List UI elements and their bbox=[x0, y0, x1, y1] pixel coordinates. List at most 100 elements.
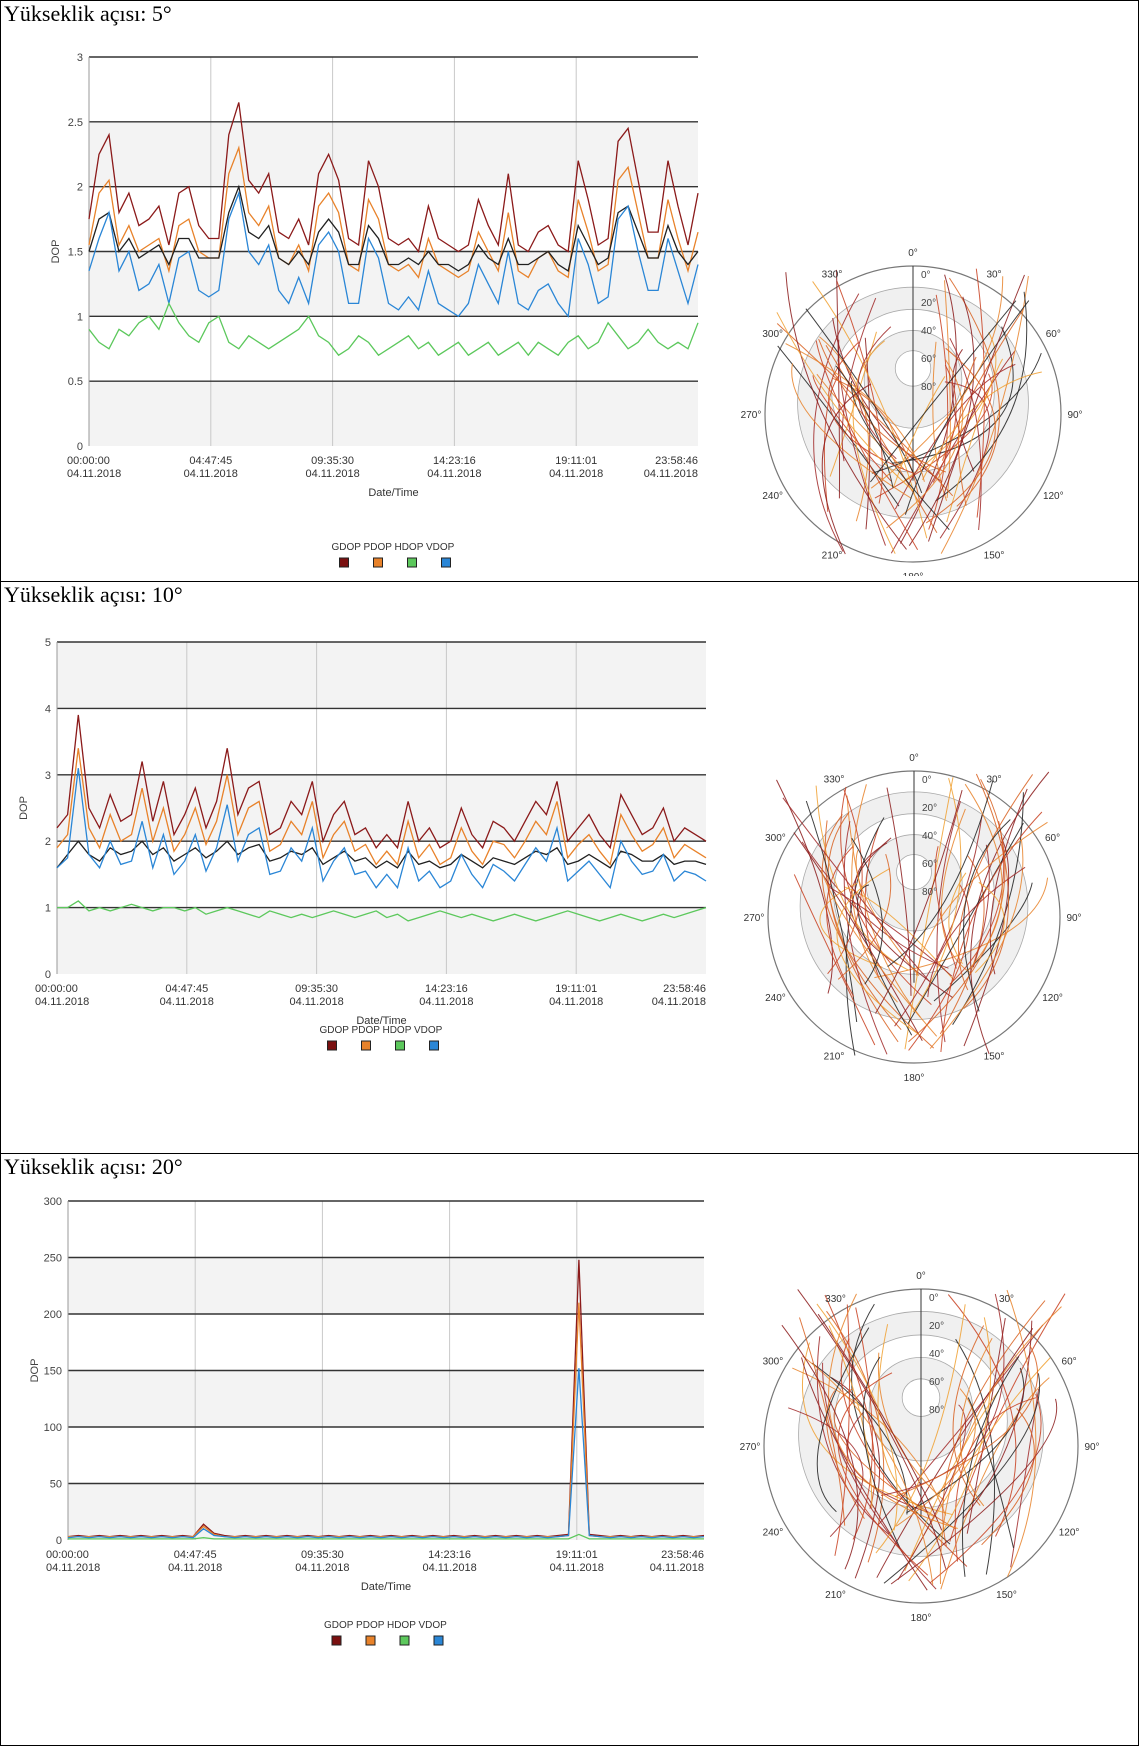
satellite-track bbox=[940, 811, 1043, 1053]
satellite-track bbox=[828, 342, 915, 475]
x-tick-date: 04.11.2018 bbox=[549, 996, 603, 1008]
satellite-track bbox=[836, 280, 883, 504]
satellite-track bbox=[776, 323, 954, 497]
satellite-track bbox=[933, 882, 1033, 1002]
y-tick-label: 200 bbox=[44, 1309, 62, 1321]
satellite-track bbox=[904, 777, 954, 1050]
satellite-track bbox=[908, 1317, 992, 1582]
panel-svg: 012345DOP00:00:0004.11.201804:47:4504.11… bbox=[18, 637, 1082, 1084]
x-tick-date: 04.11.2018 bbox=[650, 1562, 704, 1574]
satellite-track bbox=[1006, 1289, 1037, 1577]
satellite-track bbox=[949, 1293, 1066, 1542]
elevation-label: 80° bbox=[929, 1405, 944, 1416]
satellite-track bbox=[939, 1306, 1062, 1585]
legend-title: GDOP PDOP HDOP VDOP bbox=[320, 1025, 443, 1036]
elevation-label: 40° bbox=[922, 831, 937, 842]
y-tick-label: 100 bbox=[44, 1422, 62, 1434]
x-axis-label: Date/Time bbox=[368, 487, 418, 499]
satellite-track bbox=[883, 1373, 1041, 1584]
satellite-track bbox=[834, 1304, 850, 1556]
y-tick-label: 3 bbox=[77, 52, 83, 64]
satellite-track bbox=[826, 846, 855, 997]
azimuth-label: 270° bbox=[740, 1442, 761, 1453]
series-line-black bbox=[56, 840, 707, 869]
satellite-track bbox=[812, 375, 892, 482]
y-tick-label: 4 bbox=[45, 703, 51, 715]
satellite-track bbox=[887, 779, 994, 968]
satellite-track bbox=[870, 276, 1004, 489]
satellite-track bbox=[967, 1397, 1014, 1549]
legend-swatch-pdop bbox=[361, 1040, 371, 1051]
satellite-track bbox=[957, 356, 977, 506]
series-line-pdop bbox=[56, 748, 707, 866]
satellite-track bbox=[840, 1338, 968, 1567]
satellite-track bbox=[843, 821, 888, 1055]
azimuth-label: 180° bbox=[903, 572, 924, 576]
x-tick-time: 19:11:01 bbox=[555, 455, 597, 467]
x-tick-time: 04:47:45 bbox=[174, 1549, 217, 1561]
azimuth-label: 30° bbox=[999, 1294, 1014, 1305]
satellite-track bbox=[849, 837, 898, 965]
skyplot: 0° 20° 40° 60° 80° 0° 30° 60° 90° 120° 150° 180° 210… bbox=[744, 753, 1082, 1084]
satellite-track bbox=[815, 340, 919, 550]
azimuth-label: 240° bbox=[762, 491, 783, 502]
legend-swatch-hdop bbox=[407, 557, 417, 568]
legend-swatch-gdop bbox=[339, 557, 349, 568]
satellite-track bbox=[939, 381, 991, 539]
x-tick-time: 09:35:30 bbox=[295, 983, 338, 995]
satellite-track bbox=[797, 1289, 947, 1569]
x-tick-time: 23:58:46 bbox=[655, 455, 698, 467]
elevation-label: 0° bbox=[922, 775, 932, 786]
elevation-label: 40° bbox=[921, 326, 936, 337]
azimuth-label: 150° bbox=[984, 1052, 1005, 1063]
azimuth-label: 300° bbox=[762, 329, 783, 340]
satellite-track bbox=[908, 296, 975, 546]
azimuth-label: 270° bbox=[741, 410, 762, 421]
azimuth-label: 90° bbox=[1066, 913, 1081, 924]
satellite-track bbox=[826, 1310, 885, 1563]
satellite-track bbox=[972, 844, 990, 968]
elevation-label: 20° bbox=[929, 1321, 944, 1332]
series-line-pdop bbox=[88, 145, 699, 279]
azimuth-label: 300° bbox=[765, 833, 786, 844]
y-axis-label: DOP bbox=[50, 240, 62, 264]
satellite-track bbox=[892, 376, 946, 488]
x-axis-label: Date/Time bbox=[361, 1581, 411, 1593]
legend-swatch-gdop bbox=[327, 1040, 337, 1051]
legend-swatch-hdop bbox=[399, 1635, 410, 1646]
plot-band bbox=[57, 774, 706, 842]
panel-svg: 050100150200250300DOP00:00:0004.11.20180… bbox=[29, 1196, 1100, 1646]
x-tick-time: 04:47:45 bbox=[189, 455, 232, 467]
satellite-track bbox=[835, 365, 894, 489]
x-tick-time: 00:00:00 bbox=[46, 1549, 89, 1561]
azimuth-label: 120° bbox=[1042, 993, 1063, 1004]
satellite-track bbox=[880, 1293, 1005, 1496]
x-tick-time: 00:00:00 bbox=[35, 983, 78, 995]
azimuth-label: 330° bbox=[822, 270, 843, 281]
plot-band bbox=[68, 1483, 704, 1540]
x-tick-date: 04.11.2018 bbox=[184, 468, 238, 480]
panel-row-2: Yükseklik açısı: 10° 0 1 2 3 4 5 DOP 00:00:00 04… bbox=[0, 581, 1139, 1154]
azimuth-label: 240° bbox=[765, 993, 786, 1004]
azimuth-label: 60° bbox=[1045, 833, 1060, 844]
plot-band bbox=[89, 381, 698, 446]
y-tick-label: 150 bbox=[44, 1366, 62, 1378]
satellite-track bbox=[894, 1344, 1039, 1498]
series-line-hdop bbox=[88, 301, 699, 357]
satellite-track bbox=[821, 383, 872, 555]
azimuth-label: 0° bbox=[908, 248, 918, 259]
satellite-track bbox=[821, 814, 935, 1049]
legend-swatch-gdop bbox=[331, 1635, 342, 1646]
satellite-track bbox=[949, 337, 982, 530]
azimuth-label: 30° bbox=[986, 774, 1001, 785]
satellite-track bbox=[878, 1324, 1044, 1525]
satellite-track bbox=[846, 795, 921, 1018]
y-tick-label: 3 bbox=[45, 770, 51, 782]
elevation-label: 20° bbox=[921, 298, 936, 309]
skyplot: 0° 20° 40° 60° 80° 0° 30° 60° 90° 120° 150° 180° 210… bbox=[741, 248, 1083, 583]
x-tick-time: 19:11:01 bbox=[556, 1549, 598, 1561]
satellite-track bbox=[837, 1372, 929, 1576]
legend-swatch-pdop bbox=[373, 557, 383, 568]
x-tick-date: 04.11.2018 bbox=[422, 1562, 476, 1574]
azimuth-label: 150° bbox=[984, 550, 1005, 561]
